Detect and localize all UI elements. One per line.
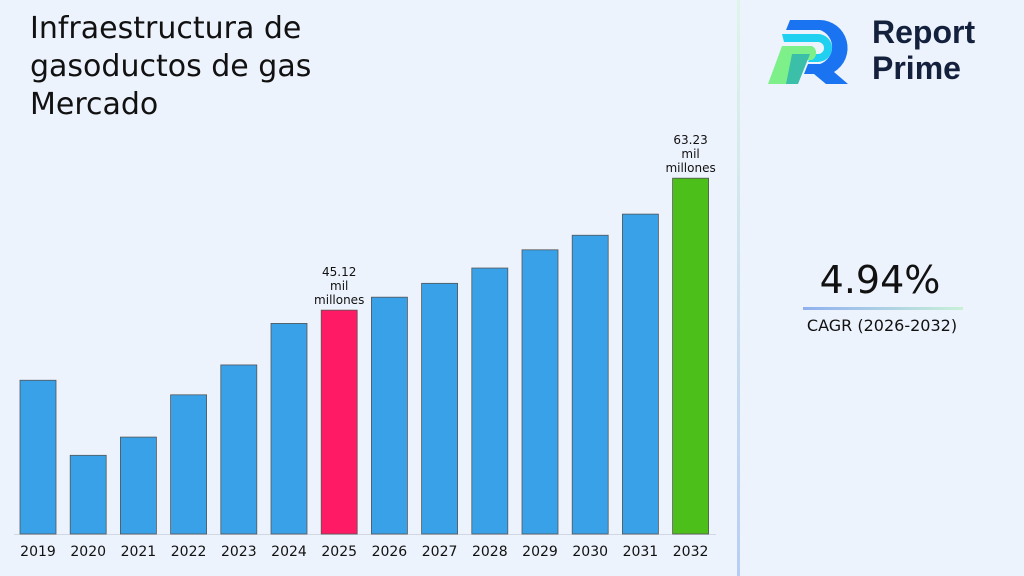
logo-line2: Prime: [872, 50, 961, 86]
x-tick-label: 2027: [422, 544, 458, 560]
chart-title: Infraestructura de gasoductos de gas Mer…: [30, 11, 312, 122]
x-tick-label: 2032: [673, 544, 709, 560]
bar-2024: [270, 323, 308, 535]
x-tick-label: 2019: [20, 544, 56, 560]
x-tick-label: 2026: [372, 544, 408, 560]
x-tick-label: 2023: [221, 544, 257, 560]
x-tick-label: 2020: [70, 544, 106, 560]
x-tick-label: 2022: [171, 544, 207, 560]
bar-2019: [19, 379, 57, 535]
data-label-2032: millones: [665, 161, 715, 175]
bar-2026: [370, 296, 408, 535]
data-label-2025: 45.12: [322, 265, 356, 279]
bar-2023: [220, 364, 258, 535]
cagr-value: 4.94%: [819, 258, 941, 302]
data-label-2025: mil: [330, 279, 348, 293]
bar-2022: [170, 394, 208, 535]
x-tick-label: 2021: [121, 544, 157, 560]
bar-2025: [320, 309, 358, 535]
bar-2028: [471, 267, 509, 535]
data-label-2032: 63.23: [673, 133, 707, 147]
x-tick-label: 2024: [271, 544, 307, 560]
bar-2032: [672, 177, 709, 535]
bar-2027: [421, 282, 459, 535]
data-label-2025: millones: [314, 293, 364, 307]
x-tick-label: 2030: [572, 544, 608, 560]
bar-2021: [120, 436, 157, 535]
divider: [737, 0, 740, 576]
cagr-label: CAGR (2026-2032): [806, 316, 958, 335]
logo-line1: Report: [872, 14, 976, 50]
x-tick-label: 2031: [623, 544, 659, 560]
bar-2029: [521, 249, 559, 535]
bar-2020: [69, 454, 107, 535]
cagr-underline: [803, 307, 963, 310]
x-tick-label: 2025: [321, 544, 357, 560]
bar-2031: [622, 213, 659, 535]
x-tick-label: 2029: [522, 544, 558, 560]
report-prime-logo-icon: [768, 20, 848, 84]
x-tick-label: 2028: [472, 544, 508, 560]
bar-chart: 2019 2020 2021 2022 2023 2024 202545.12milmill…: [14, 133, 716, 560]
data-label-2032: mil: [681, 147, 699, 161]
logo-text: Report Prime: [872, 14, 975, 86]
bar-2030: [571, 234, 609, 535]
